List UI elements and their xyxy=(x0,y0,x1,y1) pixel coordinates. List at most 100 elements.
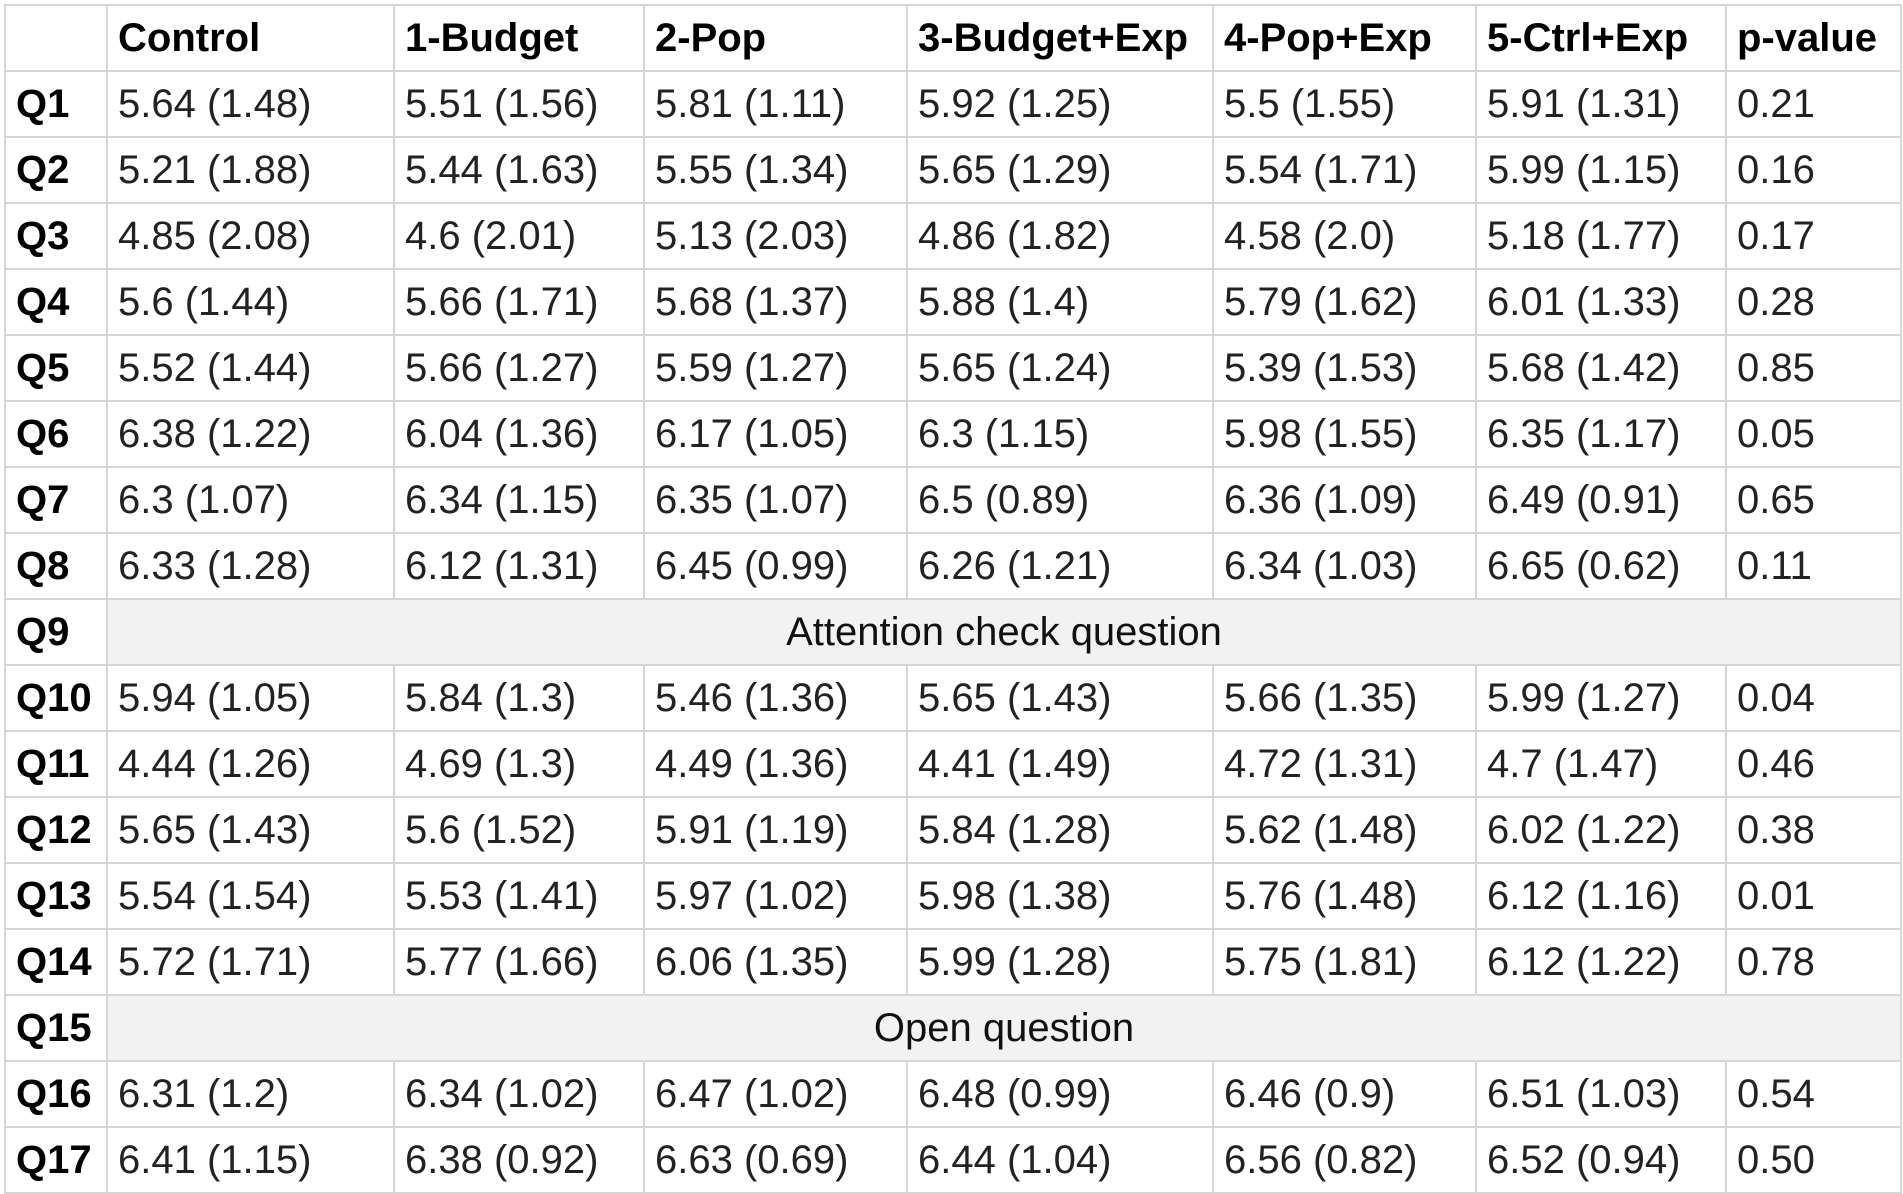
table-cell: 6.5 (0.89) xyxy=(906,466,1214,534)
table-cell: 6.65 (0.62) xyxy=(1475,532,1727,600)
table-cell: 6.38 (0.92) xyxy=(393,1126,645,1194)
table-cell: 5.65 (1.24) xyxy=(906,334,1214,402)
table-cell: 5.55 (1.34) xyxy=(643,136,908,204)
row-label: Q15 xyxy=(4,994,108,1062)
table-cell: 6.12 (1.16) xyxy=(1475,862,1727,930)
table-cell: 6.46 (0.9) xyxy=(1212,1060,1477,1128)
table-cell: 5.79 (1.62) xyxy=(1212,268,1477,336)
table-cell: 6.3 (1.15) xyxy=(906,400,1214,468)
table-row-merged: Q15 Open question xyxy=(4,994,1902,1062)
row-label: Q3 xyxy=(4,202,108,270)
table-cell: 5.99 (1.27) xyxy=(1475,664,1727,732)
table-cell: 6.12 (1.22) xyxy=(1475,928,1727,996)
row-label: Q17 xyxy=(4,1126,108,1194)
header-cell-budget-exp: 3-Budget+Exp xyxy=(906,4,1214,72)
table-cell: 6.41 (1.15) xyxy=(106,1126,395,1194)
table-cell: 4.72 (1.31) xyxy=(1212,730,1477,798)
table-cell: 6.36 (1.09) xyxy=(1212,466,1477,534)
row-label: Q8 xyxy=(4,532,108,600)
table-cell: 4.6 (2.01) xyxy=(393,202,645,270)
table-cell: 6.44 (1.04) xyxy=(906,1126,1214,1194)
table-cell: 6.04 (1.36) xyxy=(393,400,645,468)
table-row: Q16 6.31 (1.2) 6.34 (1.02) 6.47 (1.02) 6… xyxy=(4,1060,1902,1128)
table-cell: 4.85 (2.08) xyxy=(106,202,395,270)
p-value-cell: 0.85 xyxy=(1725,334,1902,402)
table-cell: 5.51 (1.56) xyxy=(393,70,645,138)
table-row: Q14 5.72 (1.71) 5.77 (1.66) 6.06 (1.35) … xyxy=(4,928,1902,996)
table-cell: 5.75 (1.81) xyxy=(1212,928,1477,996)
table-cell: 4.7 (1.47) xyxy=(1475,730,1727,798)
p-value-cell: 0.05 xyxy=(1725,400,1902,468)
table-cell: 5.6 (1.44) xyxy=(106,268,395,336)
table-cell: 5.68 (1.42) xyxy=(1475,334,1727,402)
header-row: Control 1-Budget 2-Pop 3-Budget+Exp 4-Po… xyxy=(4,4,1902,72)
row-label: Q4 xyxy=(4,268,108,336)
p-value-cell: 0.21 xyxy=(1725,70,1902,138)
table-cell: 6.63 (0.69) xyxy=(643,1126,908,1194)
table-cell: 6.02 (1.22) xyxy=(1475,796,1727,864)
table-cell: 5.97 (1.02) xyxy=(643,862,908,930)
table-cell: 5.54 (1.54) xyxy=(106,862,395,930)
table-cell: 6.35 (1.07) xyxy=(643,466,908,534)
table-cell: 5.21 (1.88) xyxy=(106,136,395,204)
table-row: Q4 5.6 (1.44) 5.66 (1.71) 5.68 (1.37) 5.… xyxy=(4,268,1902,336)
table-cell: 5.84 (1.28) xyxy=(906,796,1214,864)
p-value-cell: 0.54 xyxy=(1725,1060,1902,1128)
p-value-cell: 0.28 xyxy=(1725,268,1902,336)
p-value-cell: 0.17 xyxy=(1725,202,1902,270)
header-cell-pop-exp: 4-Pop+Exp xyxy=(1212,4,1477,72)
table-cell: 5.46 (1.36) xyxy=(643,664,908,732)
table-row: Q6 6.38 (1.22) 6.04 (1.36) 6.17 (1.05) 6… xyxy=(4,400,1902,468)
table-cell: 4.69 (1.3) xyxy=(393,730,645,798)
attention-check-cell: Attention check question xyxy=(106,598,1902,666)
table-cell: 5.81 (1.11) xyxy=(643,70,908,138)
table-cell: 5.64 (1.48) xyxy=(106,70,395,138)
p-value-cell: 0.11 xyxy=(1725,532,1902,600)
table-row: Q13 5.54 (1.54) 5.53 (1.41) 5.97 (1.02) … xyxy=(4,862,1902,930)
table-cell: 5.66 (1.35) xyxy=(1212,664,1477,732)
table-cell: 5.76 (1.48) xyxy=(1212,862,1477,930)
table-cell: 4.41 (1.49) xyxy=(906,730,1214,798)
table-cell: 6.17 (1.05) xyxy=(643,400,908,468)
header-cell-pop: 2-Pop xyxy=(643,4,908,72)
table-cell: 5.39 (1.53) xyxy=(1212,334,1477,402)
table-cell: 5.18 (1.77) xyxy=(1475,202,1727,270)
table-cell: 5.98 (1.38) xyxy=(906,862,1214,930)
row-label: Q1 xyxy=(4,70,108,138)
header-cell-ctrl-exp: 5-Ctrl+Exp xyxy=(1475,4,1727,72)
table-cell: 6.51 (1.03) xyxy=(1475,1060,1727,1128)
table-cell: 5.84 (1.3) xyxy=(393,664,645,732)
p-value-cell: 0.16 xyxy=(1725,136,1902,204)
table-cell: 5.98 (1.55) xyxy=(1212,400,1477,468)
table-row: Q3 4.85 (2.08) 4.6 (2.01) 5.13 (2.03) 4.… xyxy=(4,202,1902,270)
table-cell: 4.49 (1.36) xyxy=(643,730,908,798)
table-cell: 5.6 (1.52) xyxy=(393,796,645,864)
table-cell: 5.77 (1.66) xyxy=(393,928,645,996)
row-label: Q9 xyxy=(4,598,108,666)
table-cell: 6.33 (1.28) xyxy=(106,532,395,600)
table-row: Q11 4.44 (1.26) 4.69 (1.3) 4.49 (1.36) 4… xyxy=(4,730,1902,798)
table-cell: 6.26 (1.21) xyxy=(906,532,1214,600)
table-cell: 5.99 (1.28) xyxy=(906,928,1214,996)
header-cell-budget: 1-Budget xyxy=(393,4,645,72)
table-cell: 5.62 (1.48) xyxy=(1212,796,1477,864)
table-cell: 4.86 (1.82) xyxy=(906,202,1214,270)
table-row: Q7 6.3 (1.07) 6.34 (1.15) 6.35 (1.07) 6.… xyxy=(4,466,1902,534)
table-cell: 5.91 (1.31) xyxy=(1475,70,1727,138)
table-cell: 5.92 (1.25) xyxy=(906,70,1214,138)
table-cell: 5.65 (1.43) xyxy=(906,664,1214,732)
table-row: Q1 5.64 (1.48) 5.51 (1.56) 5.81 (1.11) 5… xyxy=(4,70,1902,138)
table-cell: 6.3 (1.07) xyxy=(106,466,395,534)
table-cell: 5.65 (1.29) xyxy=(906,136,1214,204)
row-label: Q16 xyxy=(4,1060,108,1128)
table-cell: 6.34 (1.03) xyxy=(1212,532,1477,600)
header-cell-p-value: p-value xyxy=(1725,4,1902,72)
p-value-cell: 0.46 xyxy=(1725,730,1902,798)
table-cell: 6.01 (1.33) xyxy=(1475,268,1727,336)
p-value-cell: 0.78 xyxy=(1725,928,1902,996)
p-value-cell: 0.65 xyxy=(1725,466,1902,534)
table-cell: 5.99 (1.15) xyxy=(1475,136,1727,204)
p-value-cell: 0.50 xyxy=(1725,1126,1902,1194)
row-label: Q12 xyxy=(4,796,108,864)
row-label: Q13 xyxy=(4,862,108,930)
